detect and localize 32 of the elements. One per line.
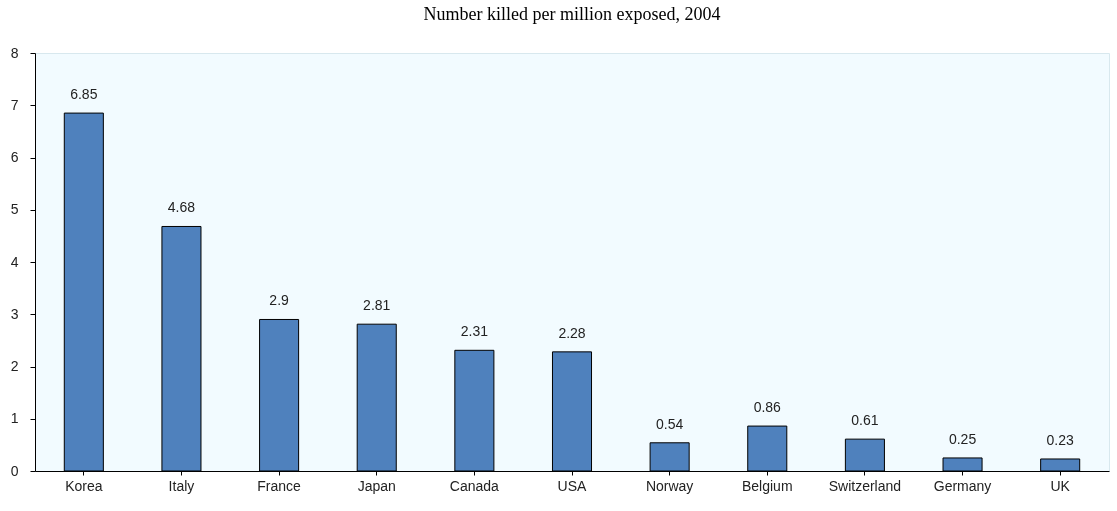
x-tick-label: Japan <box>357 477 396 494</box>
y-tick-label: 2 <box>10 358 19 374</box>
x-tick-label: Italy <box>168 477 195 494</box>
data-label: 0.86 <box>753 399 782 416</box>
data-label: 0.54 <box>656 415 684 432</box>
data-label: 0.23 <box>1046 431 1075 448</box>
data-label: 4.68 <box>167 199 196 216</box>
data-label: 2.28 <box>558 324 586 341</box>
x-tick-label: Switzerland <box>828 477 902 494</box>
y-tick-label: 7 <box>10 96 19 113</box>
x-tick-label: USA <box>557 477 588 494</box>
x-tick-label: France <box>257 477 302 494</box>
y-tick-label: 0 <box>10 462 19 479</box>
y-tick-label: 3 <box>10 305 19 322</box>
data-label: 2.31 <box>460 323 489 340</box>
data-label: 6.85 <box>70 86 98 103</box>
data-label: 0.61 <box>851 412 879 429</box>
x-tick-label: UK <box>1050 477 1071 494</box>
y-tick-label: 6 <box>10 149 19 165</box>
y-tick-label: 8 <box>10 44 19 61</box>
y-tick-label: 4 <box>10 253 19 270</box>
data-label: 2.81 <box>363 297 391 314</box>
data-label: 0.25 <box>948 430 977 447</box>
y-tick-label: 5 <box>10 201 19 218</box>
data-label: 2.9 <box>269 292 290 309</box>
y-tick-label: 1 <box>10 410 19 427</box>
x-tick-label: Belgium <box>741 477 793 494</box>
x-tick-label: Korea <box>65 477 103 494</box>
chart-title: Number killed per million exposed, 2004 <box>423 4 721 24</box>
x-tick-label: Norway <box>645 477 694 494</box>
x-tick-label: Canada <box>449 477 500 494</box>
x-tick-label: Germany <box>933 477 992 494</box>
